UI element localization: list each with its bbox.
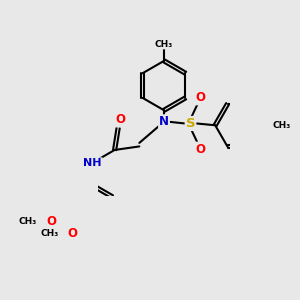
Text: S: S: [186, 117, 195, 130]
Text: O: O: [46, 215, 56, 228]
Text: CH₃: CH₃: [272, 121, 290, 130]
Text: O: O: [67, 227, 77, 240]
Text: O: O: [195, 92, 205, 104]
Text: CH₃: CH₃: [155, 40, 173, 49]
Text: CH₃: CH₃: [40, 229, 58, 238]
Text: N: N: [159, 115, 169, 128]
Text: NH: NH: [83, 158, 102, 168]
Text: CH₃: CH₃: [19, 217, 37, 226]
Text: O: O: [115, 113, 125, 127]
Text: O: O: [195, 142, 205, 156]
